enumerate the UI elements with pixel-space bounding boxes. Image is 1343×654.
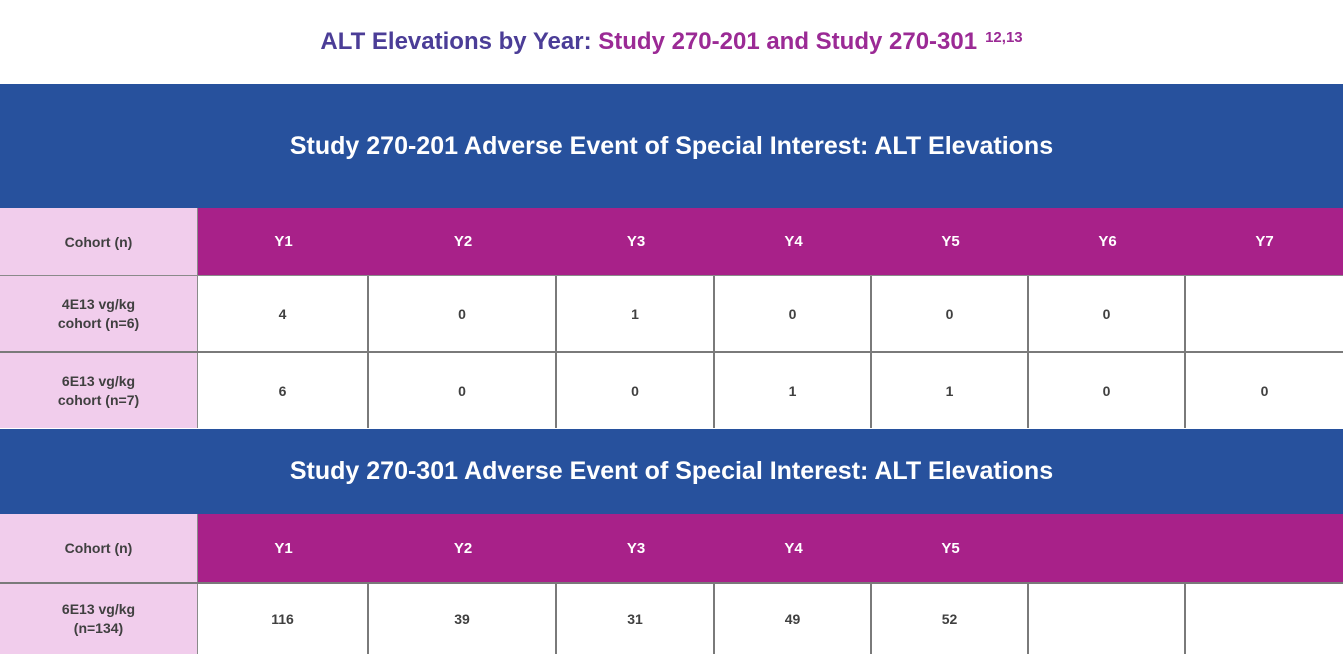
cohort-label: 6E13 vg/kg (n=134) <box>0 584 198 654</box>
study1-col-cohort: Cohort (n) <box>0 208 198 275</box>
value-cell: 6 <box>198 353 369 428</box>
page-title: ALT Elevations by Year: Study 270-201 an… <box>0 0 1343 83</box>
cohort-label: 6E13 vg/kg cohort (n=7) <box>0 353 198 428</box>
value-cell: 49 <box>715 584 872 654</box>
value-cell: 0 <box>369 353 557 428</box>
study1-col-y7: Y7 <box>1186 208 1343 275</box>
title-part-2: Study 270-201 and Study 270-301 <box>598 27 978 55</box>
value-cell: 0 <box>369 276 557 352</box>
value-cell: 116 <box>198 584 369 654</box>
value-cell: 1 <box>872 353 1029 428</box>
value-cell: 0 <box>715 276 872 352</box>
value-cell: 1 <box>557 276 715 352</box>
value-cell: 0 <box>872 276 1029 352</box>
value-cell <box>1029 584 1186 654</box>
title-references: 12,13 <box>985 29 1023 46</box>
cohort-dose: 6E13 vg/kg <box>61 601 136 617</box>
cohort-dose: 4E13 vg/kg <box>61 296 136 312</box>
study2-header-row: Cohort (n) Y1 Y2 Y3 Y4 Y5 <box>0 514 1343 582</box>
cohort-dose: 6E13 vg/kg <box>61 372 136 389</box>
title-part-1: ALT Elevations by Year: <box>320 27 592 55</box>
table-row: 4E13 vg/kg cohort (n=6) 4 0 1 0 0 0 <box>0 275 1343 352</box>
value-cell: 4 <box>198 276 369 352</box>
study2-col-y4: Y4 <box>715 514 872 582</box>
study2-col-empty <box>1186 514 1343 582</box>
study1-col-y5: Y5 <box>872 208 1029 275</box>
study2-col-empty <box>1029 514 1186 582</box>
study1-col-y2: Y2 <box>369 208 557 275</box>
cohort-size: cohort (n=7) <box>57 391 140 408</box>
study1-col-y1: Y1 <box>198 208 369 275</box>
value-cell: 39 <box>369 584 557 654</box>
cohort-label: 4E13 vg/kg cohort (n=6) <box>0 276 198 352</box>
study1-header-row: Cohort (n) Y1 Y2 Y3 Y4 Y5 Y6 Y7 <box>0 208 1343 275</box>
study1-col-y3: Y3 <box>557 208 715 275</box>
study2-col-y1: Y1 <box>198 514 369 582</box>
cohort-size: cohort (n=6) <box>57 315 140 331</box>
value-cell: 0 <box>1029 353 1186 428</box>
table-row: 6E13 vg/kg cohort (n=7) 6 0 0 1 1 0 0 <box>0 351 1343 428</box>
value-cell: 0 <box>557 353 715 428</box>
study1-col-y6: Y6 <box>1029 208 1186 275</box>
value-cell: 0 <box>1029 276 1186 352</box>
value-cell: 1 <box>715 353 872 428</box>
value-cell <box>1186 276 1343 352</box>
study2-col-y5: Y5 <box>872 514 1029 582</box>
value-cell: 0 <box>1186 353 1343 428</box>
study2-heading: Study 270-301 Adverse Event of Special I… <box>0 429 1343 514</box>
study2-col-y3: Y3 <box>557 514 715 582</box>
study2-col-y2: Y2 <box>369 514 557 582</box>
study1-heading: Study 270-201 Adverse Event of Special I… <box>0 84 1343 208</box>
value-cell: 52 <box>872 584 1029 654</box>
cohort-size: (n=134) <box>73 620 124 636</box>
value-cell: 31 <box>557 584 715 654</box>
table-row: 6E13 vg/kg (n=134) 116 39 31 49 52 <box>0 582 1343 654</box>
study2-col-cohort: Cohort (n) <box>0 514 198 582</box>
study1-col-y4: Y4 <box>715 208 872 275</box>
value-cell <box>1186 584 1343 654</box>
